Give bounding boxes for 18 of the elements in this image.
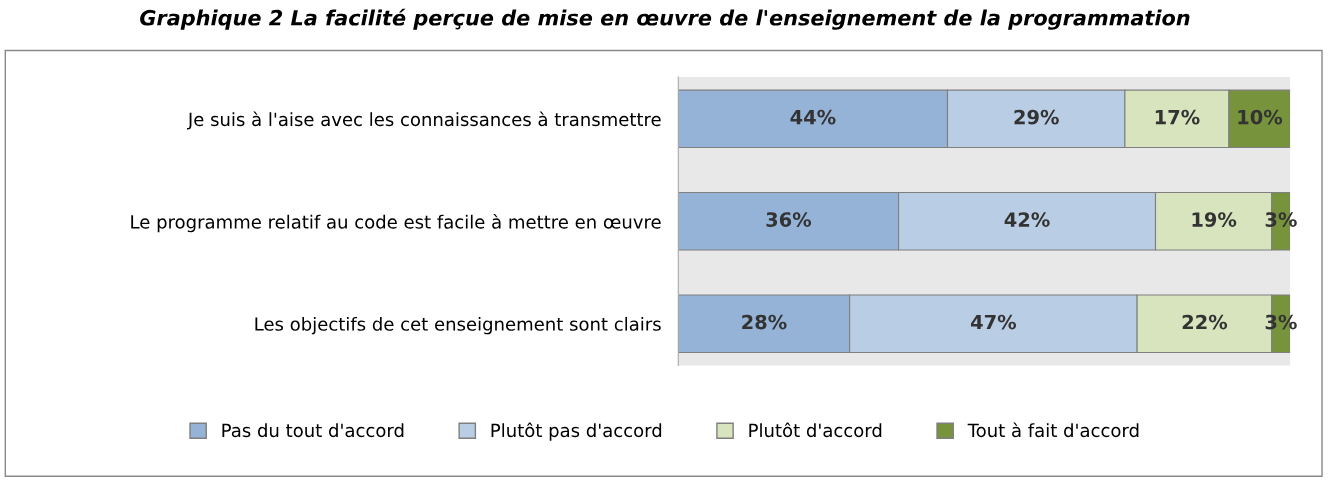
legend-label: Pas du tout d'accord bbox=[222, 423, 404, 438]
data-label: 28% bbox=[742, 314, 787, 330]
data-label: 36% bbox=[766, 212, 812, 227]
y-tick-label: Je suis à l'aise avec les connaissances à transmettre bbox=[186, 111, 661, 130]
chart-title: Graphique 2 La facilité perçue de mise en œuvre de l'enseignement de la programmation bbox=[140, 8, 1190, 30]
legend-label: Tout à fait d'accord bbox=[967, 422, 1139, 438]
data-label: 29% bbox=[1014, 109, 1059, 125]
data-label: 22% bbox=[1182, 314, 1228, 330]
legend-label: Plutôt d'accord bbox=[749, 422, 882, 438]
y-tick-label: Les objectifs de cet enseignement sont clairs bbox=[255, 316, 661, 335]
legend-label: Plutôt pas d'accord bbox=[491, 422, 662, 441]
data-label: 10% bbox=[1238, 109, 1283, 125]
data-label: 17% bbox=[1155, 109, 1200, 125]
y-tick-label: Le programme relatif au code est facile à mettre en œuvre bbox=[131, 214, 661, 233]
data-label: 19% bbox=[1192, 212, 1237, 227]
data-label: 44% bbox=[790, 109, 836, 125]
data-label: 42% bbox=[1004, 212, 1050, 227]
data-label: 47% bbox=[970, 314, 1017, 330]
